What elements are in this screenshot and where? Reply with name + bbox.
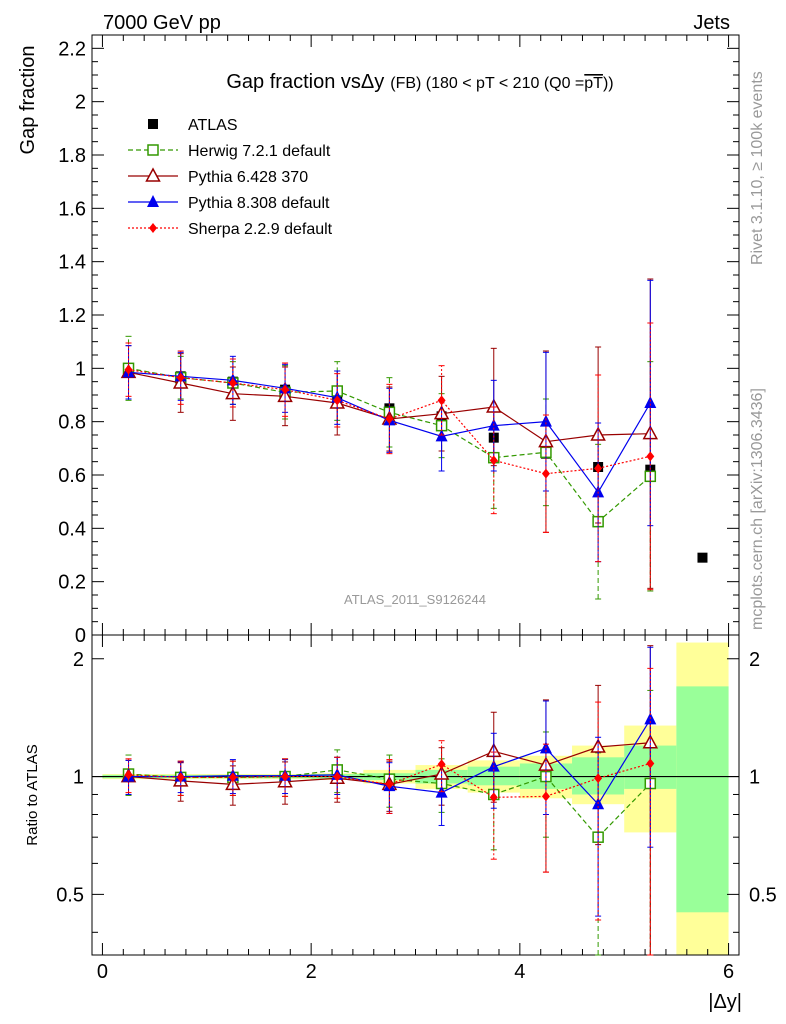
- sherpa-ratio-point: [541, 791, 550, 802]
- sherpa-ratio-point: [228, 772, 237, 783]
- header-left: 7000 GeV pp: [103, 12, 221, 34]
- y-tick-label-main: 1.2: [58, 305, 86, 327]
- ratio-plot: 0.5 0.5 1 1 2 2 0 2 4 6: [56, 634, 777, 983]
- ratio-series-herwig: [122, 689, 657, 956]
- legend-label-pythia8: Pythia 8.308 default: [188, 195, 330, 212]
- sherpa-ratio-point: [594, 773, 603, 784]
- y-tick-label-main: 2: [75, 92, 86, 114]
- plot-title-detail: (FB) (180 < pT < 210 (Q0 =: [390, 75, 584, 92]
- x-tick-label: 0: [97, 961, 108, 983]
- legend-marker-pythia6: [145, 167, 161, 182]
- pythia8-point: [592, 485, 605, 498]
- sherpa-point: [646, 451, 655, 462]
- y-axis-label-ratio: Ratio to ATLAS: [24, 744, 41, 845]
- plot-title: Gap fraction vsΔy (FB) (180 < pT < 210 (Q…: [226, 71, 613, 93]
- mcplots-label: mcplots.cern.ch [arXiv:1306.3436]: [749, 388, 766, 630]
- y-tick-label-ratio-right: 1: [749, 767, 760, 789]
- sherpa-line: [128, 369, 651, 475]
- y-tick-label-main: 0: [75, 625, 86, 647]
- plot-title-overline: pT: [584, 75, 603, 92]
- sherpa-ratio-point: [281, 771, 290, 782]
- sherpa-ratio-point: [333, 771, 342, 782]
- legend-label-pythia6: Pythia 6.428 370: [188, 169, 308, 186]
- y-tick-label-main: 1.4: [58, 252, 86, 274]
- sherpa-ratio-point: [437, 759, 446, 770]
- x-tick-label: 6: [723, 961, 734, 983]
- sherpa-point: [437, 395, 446, 406]
- y-tick-label-main: 0.8: [58, 412, 86, 434]
- legend-marker-herwig: [147, 144, 159, 156]
- y-tick-label-main: 1.6: [58, 198, 86, 220]
- y-tick-label-ratio-right: 0.5: [749, 884, 777, 906]
- plot-title-main: Gap fraction vsΔy: [226, 71, 384, 93]
- y-tick-label-ratio: 1: [73, 767, 84, 789]
- legend-item-herwig: Herwig 7.2.1 default: [128, 143, 331, 160]
- legend-label-atlas: ATLAS: [188, 117, 238, 134]
- y-tick-label-main: 0.2: [58, 572, 86, 594]
- legend-label-sherpa: Sherpa 2.2.9 default: [188, 221, 333, 238]
- sherpa-point: [228, 378, 237, 388]
- legend-item-atlas: ATLAS: [148, 117, 238, 134]
- legend-item-sherpa: Sherpa 2.2.9 default: [128, 221, 333, 238]
- header-right: Jets: [693, 12, 730, 34]
- legend-label-herwig: Herwig 7.2.1 default: [188, 143, 331, 160]
- series-atlas: [123, 367, 708, 563]
- band-inner: [676, 686, 729, 913]
- legend-item-pythia8: Pythia 8.308 default: [128, 195, 330, 212]
- sherpa-point: [385, 414, 394, 424]
- sherpa-point: [124, 364, 133, 375]
- y-tick-label-ratio: 0.5: [56, 884, 84, 906]
- plot-title-close: )): [603, 75, 614, 92]
- sherpa-ratio-point: [646, 758, 655, 769]
- y-tick-label-main: 1.8: [58, 145, 86, 167]
- pythia8-point: [644, 396, 657, 408]
- sherpa-point: [176, 372, 185, 383]
- analysis-id: ATLAS_2011_S9126244: [344, 592, 486, 607]
- sherpa-point: [333, 395, 342, 406]
- y-tick-label-main: 0.4: [58, 518, 86, 540]
- sherpa-point: [489, 455, 498, 466]
- legend-marker-sherpa: [149, 223, 157, 233]
- sherpa-ratio-point: [489, 792, 498, 803]
- herwig-ratio-line: [128, 769, 651, 839]
- legend-marker-pythia8: [147, 195, 159, 207]
- sherpa-ratio-point: [176, 772, 185, 783]
- legend-item-pythia6: Pythia 6.428 370: [128, 167, 308, 186]
- y-tick-label-main: 0.6: [58, 465, 86, 487]
- sherpa-point: [281, 384, 290, 395]
- y-tick-label-ratio: 2: [73, 649, 84, 671]
- y-tick-label-main: 2.2: [58, 38, 86, 60]
- sherpa-point: [541, 468, 550, 479]
- sherpa-point: [594, 463, 603, 474]
- pythia8-point: [539, 414, 552, 427]
- ratio-series-sherpa: [124, 667, 655, 956]
- rivet-label: Rivet 3.1.10, ≥ 100k events: [749, 71, 766, 265]
- y-tick-label-main: 1: [75, 358, 86, 380]
- series-sherpa: [124, 322, 655, 591]
- sherpa-ratio-point: [385, 779, 394, 790]
- legend-marker-atlas: [148, 119, 158, 129]
- atlas-point: [697, 552, 708, 563]
- y-axis-label-main: Gap fraction: [17, 46, 39, 155]
- main-plot: Gap fraction vsΔy (FB) (180 < pT < 210 (Q…: [58, 34, 740, 647]
- legend: ATLAS Herwig 7.2.1 default Pythia 6.428 37…: [128, 117, 333, 238]
- x-tick-label: 2: [306, 961, 317, 983]
- series-herwig: [122, 335, 657, 600]
- x-axis-label: |Δy|: [708, 991, 742, 1013]
- y-tick-label-ratio-right: 2: [749, 649, 760, 671]
- sherpa-ratio-point: [124, 769, 133, 780]
- x-tick-label: 4: [514, 961, 525, 983]
